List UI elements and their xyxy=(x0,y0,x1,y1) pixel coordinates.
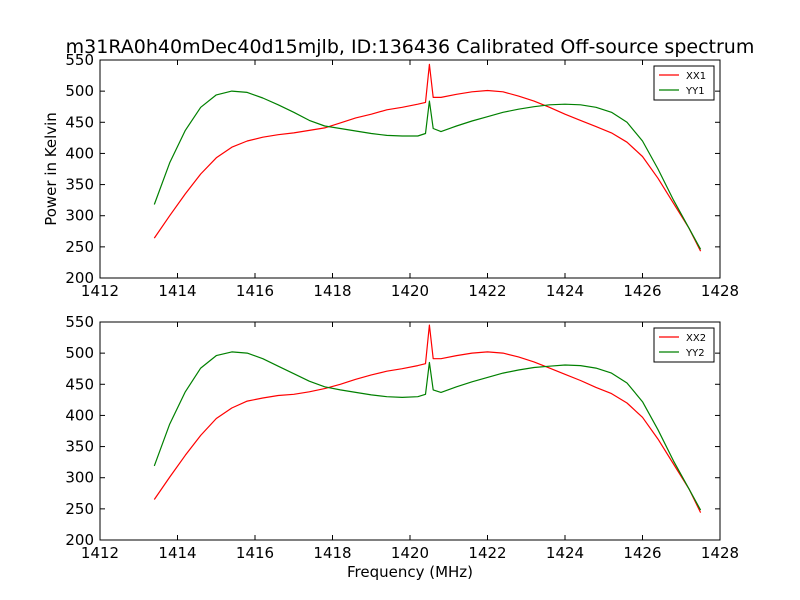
y-tick-label: 250 xyxy=(65,500,94,518)
y-tick-label: 450 xyxy=(65,113,94,131)
x-tick-label: 1420 xyxy=(391,544,429,562)
x-tick-label: 1414 xyxy=(158,544,196,562)
x-axis-title: Frequency (MHz) xyxy=(347,563,473,581)
legend-label: YY2 xyxy=(685,348,705,359)
x-tick-label: 1418 xyxy=(313,282,351,300)
y-tick-label: 200 xyxy=(65,269,94,287)
x-tick-label: 1422 xyxy=(468,282,506,300)
y-tick-label: 400 xyxy=(65,406,94,424)
x-tick-label: 1424 xyxy=(546,282,584,300)
legend-box xyxy=(653,65,715,101)
y-tick-label: 300 xyxy=(65,207,94,225)
series-line-xx2 xyxy=(153,324,702,513)
x-tick-label: 1412 xyxy=(81,544,119,562)
x-tick-label: 1414 xyxy=(158,282,196,300)
y-tick-label: 250 xyxy=(65,238,94,256)
legend-label: XX2 xyxy=(686,333,706,344)
y-tick-label: 350 xyxy=(65,176,94,194)
x-tick-label: 1412 xyxy=(81,282,119,300)
series-line-yy1 xyxy=(153,90,702,250)
x-tick-label: 1416 xyxy=(236,544,274,562)
x-tick-label: 1428 xyxy=(701,282,739,300)
series-line-xx1 xyxy=(153,63,702,252)
legend-box xyxy=(653,327,715,363)
series-line-yy2 xyxy=(153,351,702,511)
bottom-panel: 1412 1414 1416 1418 1420 1422 1424 1426 1428 200 2… xyxy=(65,313,739,581)
x-tick-label: 1422 xyxy=(468,544,506,562)
top-panel: 1412 1414 1416 1418 1420 1422 1424 1426 1428 200 2… xyxy=(42,51,739,300)
y-tick-label: 550 xyxy=(65,51,94,69)
legend-label: YY1 xyxy=(685,86,705,97)
x-tick-label: 1418 xyxy=(313,544,351,562)
x-tick-label: 1428 xyxy=(701,544,739,562)
x-tick-label: 1420 xyxy=(391,282,429,300)
figure-title: m31RA0h40mDec40d15mjlb, ID:136436 Calibr… xyxy=(66,36,755,58)
y-tick-label: 350 xyxy=(65,438,94,456)
y-tick-label: 200 xyxy=(65,531,94,549)
plot-frame xyxy=(99,59,721,279)
y-tick-label: 500 xyxy=(65,82,94,100)
y-tick-label: 400 xyxy=(65,144,94,162)
y-tick-label: 500 xyxy=(65,344,94,362)
x-tick-label: 1424 xyxy=(546,544,584,562)
y-tick-label: 450 xyxy=(65,375,94,393)
legend-label: XX1 xyxy=(686,71,706,82)
plot-frame xyxy=(99,321,721,541)
y-tick-label: 300 xyxy=(65,469,94,487)
x-tick-label: 1426 xyxy=(623,544,661,562)
y-tick-label: 550 xyxy=(65,313,94,331)
x-tick-label: 1426 xyxy=(623,282,661,300)
x-tick-label: 1416 xyxy=(236,282,274,300)
y-axis-title: Power in Kelvin xyxy=(42,112,60,226)
